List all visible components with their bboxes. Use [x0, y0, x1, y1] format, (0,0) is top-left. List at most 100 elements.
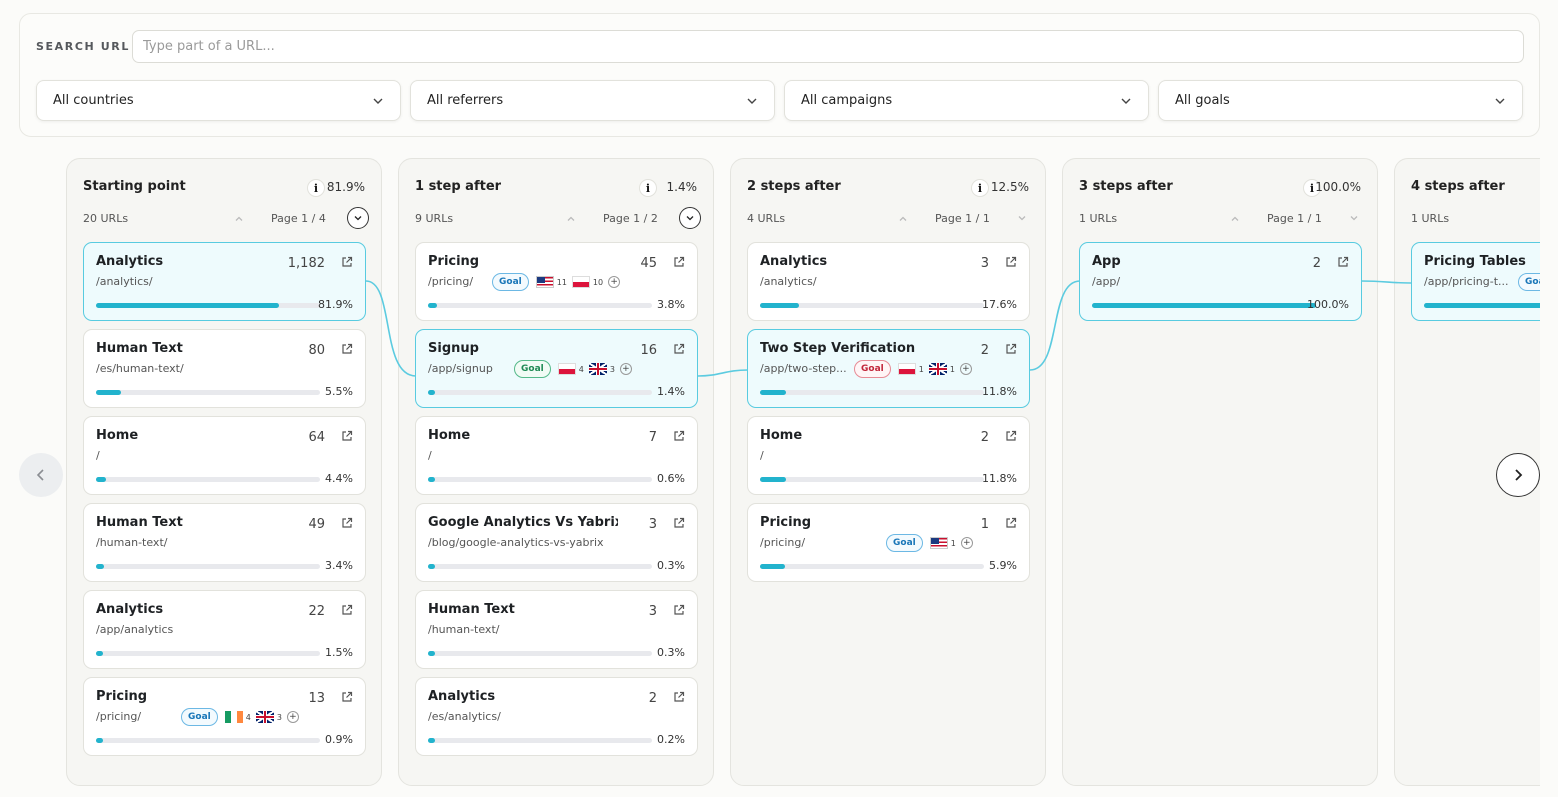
url-card[interactable]: Human Text 49/human-text/3.4%: [83, 503, 366, 582]
url-card[interactable]: Two Step Verification 2/app/two-step... Go…: [747, 329, 1030, 408]
url-card[interactable]: Human Text 3/human-text/0.3%: [415, 590, 698, 669]
page-up-button[interactable]: [1225, 209, 1245, 229]
info-icon[interactable]: i: [1303, 179, 1321, 197]
url-path: /app/: [1092, 275, 1121, 288]
url-title: Home: [96, 428, 139, 443]
url-path: /app/two-step...: [760, 362, 847, 375]
more-countries-button[interactable]: +: [286, 711, 299, 723]
column-header: 3 steps after i 100.0%: [1079, 179, 1361, 197]
url-path: /app/signup: [428, 362, 493, 375]
visit-count: 64: [308, 430, 325, 445]
share-percent: 0.3%: [657, 646, 685, 659]
url-card[interactable]: Home 2 / 11.8%: [747, 416, 1030, 495]
url-title: Pricing: [428, 254, 480, 269]
external-link-icon[interactable]: [341, 343, 353, 355]
share-bar-fill: [760, 477, 787, 482]
url-card[interactable]: Analytics 22/app/analytics 1.5%: [83, 590, 366, 669]
chevron-down-icon: [1018, 216, 1026, 221]
url-card[interactable]: Pricing 1/pricing/Goal 1 +5.9%: [747, 503, 1030, 582]
info-icon[interactable]: i: [639, 179, 657, 197]
page-down-button[interactable]: [1343, 207, 1365, 229]
more-countries-button[interactable]: +: [959, 363, 972, 375]
external-link-icon[interactable]: [341, 430, 353, 442]
url-card[interactable]: Analytics 1,182/analytics/81.9%: [83, 242, 366, 321]
share-bar-fill: [96, 303, 280, 308]
referrers-filter[interactable]: All referrers: [410, 80, 775, 121]
url-card-list: App 2/app/100.0%: [1079, 242, 1362, 329]
visit-count: 2: [980, 343, 989, 358]
more-countries-button[interactable]: +: [608, 276, 621, 288]
url-title: Analytics: [428, 689, 496, 704]
campaigns-filter-label: All campaigns: [801, 93, 893, 108]
external-link-icon[interactable]: [673, 517, 685, 529]
flag-us-icon: [929, 537, 948, 549]
url-card[interactable]: Human Text 80/es/human-text/5.5%: [83, 329, 366, 408]
url-card[interactable]: Pricing Tables/app/pricing-t... Goal: [1411, 242, 1540, 321]
info-icon[interactable]: i: [307, 179, 325, 197]
share-percent: 5.9%: [989, 559, 1017, 572]
external-link-icon[interactable]: [673, 691, 685, 703]
country-count: 10: [592, 277, 604, 287]
journey-columns: Starting point i 81.9% 20 URLs Page 1 / 4 Ana…: [66, 158, 1540, 797]
share-bar-fill: [96, 477, 106, 482]
external-link-icon[interactable]: [1005, 430, 1017, 442]
countries-filter[interactable]: All countries: [36, 80, 401, 121]
more-countries-button[interactable]: +: [960, 537, 973, 549]
url-count: 1 URLs: [1411, 212, 1450, 225]
more-countries-button[interactable]: +: [619, 363, 632, 375]
url-path: /: [760, 449, 764, 462]
column-title: 2 steps after: [747, 179, 841, 194]
external-link-icon[interactable]: [341, 691, 353, 703]
external-link-icon[interactable]: [673, 430, 685, 442]
next-steps-button[interactable]: [1496, 453, 1540, 497]
external-link-icon[interactable]: [341, 256, 353, 268]
external-link-icon[interactable]: [1005, 517, 1017, 529]
external-link-icon[interactable]: [673, 256, 685, 268]
visit-count: 2: [648, 691, 657, 706]
url-card[interactable]: Home 64 / 4.4%: [83, 416, 366, 495]
share-percent: 0.2%: [657, 733, 685, 746]
info-icon[interactable]: i: [971, 179, 989, 197]
url-card[interactable]: App 2/app/100.0%: [1079, 242, 1362, 321]
external-link-icon[interactable]: [1005, 256, 1017, 268]
external-link-icon[interactable]: [341, 517, 353, 529]
visit-count: 1,182: [287, 256, 325, 271]
page-indicator: Page 1 / 1: [935, 212, 990, 225]
external-link-icon[interactable]: [1337, 256, 1349, 268]
share-bar-fill: [428, 477, 435, 482]
share-bar: [760, 390, 984, 395]
page-up-button[interactable]: [893, 209, 913, 229]
column-header: 1 step after i 1.4%: [415, 179, 697, 197]
url-card[interactable]: Analytics 2/es/analytics/0.2%: [415, 677, 698, 756]
url-card[interactable]: Pricing 45/pricing/Goal 11 10 +3.8%: [415, 242, 698, 321]
chevron-up-icon: [235, 216, 243, 221]
share-bar: [428, 651, 652, 656]
campaigns-filter[interactable]: All campaigns: [784, 80, 1149, 121]
url-card[interactable]: Google Analytics Vs Yabrix 3/blog/google-…: [415, 503, 698, 582]
previous-steps-button[interactable]: [19, 453, 63, 497]
share-bar-fill: [96, 738, 103, 743]
url-card[interactable]: Analytics 3/analytics/17.6%: [747, 242, 1030, 321]
external-link-icon[interactable]: [341, 604, 353, 616]
url-card[interactable]: Pricing 13/pricing/Goal 4 3 +0.9%: [83, 677, 366, 756]
page-down-button[interactable]: [1011, 207, 1033, 229]
page-up-button[interactable]: [229, 209, 249, 229]
external-link-icon[interactable]: [1005, 343, 1017, 355]
url-card[interactable]: Home 7 / 0.6%: [415, 416, 698, 495]
chevron-left-icon: [36, 469, 44, 481]
search-url-input[interactable]: [132, 30, 1524, 63]
goals-filter[interactable]: All goals: [1158, 80, 1523, 121]
external-link-icon[interactable]: [673, 604, 685, 616]
visit-count: 49: [308, 517, 325, 532]
url-card[interactable]: Signup 16/app/signup Goal 4 3 +1.4%: [415, 329, 698, 408]
share-percent: 11.8%: [982, 472, 1017, 485]
url-path: /app/analytics: [96, 623, 174, 636]
page-down-button[interactable]: [679, 207, 701, 229]
page-down-button[interactable]: [347, 207, 369, 229]
url-title: Home: [428, 428, 471, 443]
column-title: 1 step after: [415, 179, 502, 194]
external-link-icon[interactable]: [673, 343, 685, 355]
share-bar: [760, 303, 984, 308]
page-up-button[interactable]: [561, 209, 581, 229]
visit-count: 3: [648, 604, 657, 619]
